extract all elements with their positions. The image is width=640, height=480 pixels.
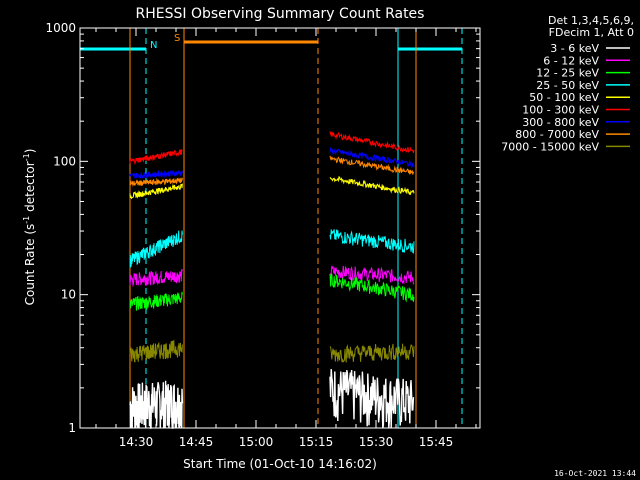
legend-header: Det 1,3,4,5,6,9,: [548, 14, 634, 27]
series-line-4: [329, 175, 415, 195]
series-line-0: [129, 380, 184, 429]
legend-entry-label: 300 - 800 keV: [522, 116, 599, 129]
series-line-2: [329, 273, 415, 303]
x-tick-label: 14:45: [179, 435, 214, 449]
legend-entry-label: 7000 - 15000 keV: [501, 140, 599, 153]
series-line-7: [329, 155, 414, 175]
series-line-8: [129, 339, 183, 363]
series-line-3: [129, 230, 183, 268]
series-line-0: [329, 369, 415, 429]
plot-area: N S 1 10 100 1000 14:30 14:45 15:00 15:15 15:30 15:…: [45, 21, 481, 449]
legend-entry-label: 25 - 50 keV: [536, 79, 599, 92]
legend-entry-label: 100 - 300 keV: [522, 104, 599, 117]
x-tick-label: 15:15: [299, 435, 334, 449]
series-line-1: [329, 265, 415, 285]
legend-entry-label: 6 - 12 keV: [543, 54, 599, 67]
x-axis-label: Start Time (01-Oct-10 14:16:02): [183, 457, 377, 471]
legend-entry-label: 12 - 25 keV: [536, 67, 599, 80]
flag-label: N: [150, 40, 157, 51]
plot-frame: [79, 27, 481, 429]
y-tick-label: 10: [61, 288, 76, 302]
series-line-3: [329, 229, 415, 254]
flag-label: S: [174, 33, 180, 44]
legend-entry-label: 3 - 6 keV: [550, 42, 599, 55]
legend: Det 1,3,4,5,6,9,FDecim 1, Att 0 3 - 6 keV…: [501, 14, 634, 153]
legend-header: FDecim 1, Att 0: [549, 26, 634, 39]
series-line-7: [129, 177, 183, 187]
series-line-4: [129, 183, 183, 200]
series-line-5: [129, 149, 183, 166]
x-tick-label: 15:00: [239, 435, 274, 449]
x-tick-label: 15:30: [359, 435, 394, 449]
legend-entry-label: 50 - 100 keV: [529, 91, 599, 104]
series-line-6: [129, 169, 183, 179]
y-tick-label: 1: [68, 421, 76, 435]
series-line-6: [329, 147, 415, 168]
series-line-5: [329, 130, 415, 154]
y-tick-label: 100: [53, 154, 76, 168]
series-line-8: [329, 343, 415, 363]
x-tick-label: 14:30: [119, 435, 154, 449]
timestamp: 16-Oct-2021 13:44: [554, 469, 636, 478]
y-axis-label: Count Rate (s-1 detector-1): [22, 149, 37, 306]
x-tick-label: 15:45: [419, 435, 454, 449]
y-tick-label: 1000: [45, 21, 76, 35]
series-line-2: [129, 291, 183, 311]
chart-title: RHESSI Observing Summary Count Rates: [136, 6, 425, 22]
series-line-1: [129, 269, 183, 288]
legend-entry-label: 800 - 7000 keV: [515, 128, 599, 141]
